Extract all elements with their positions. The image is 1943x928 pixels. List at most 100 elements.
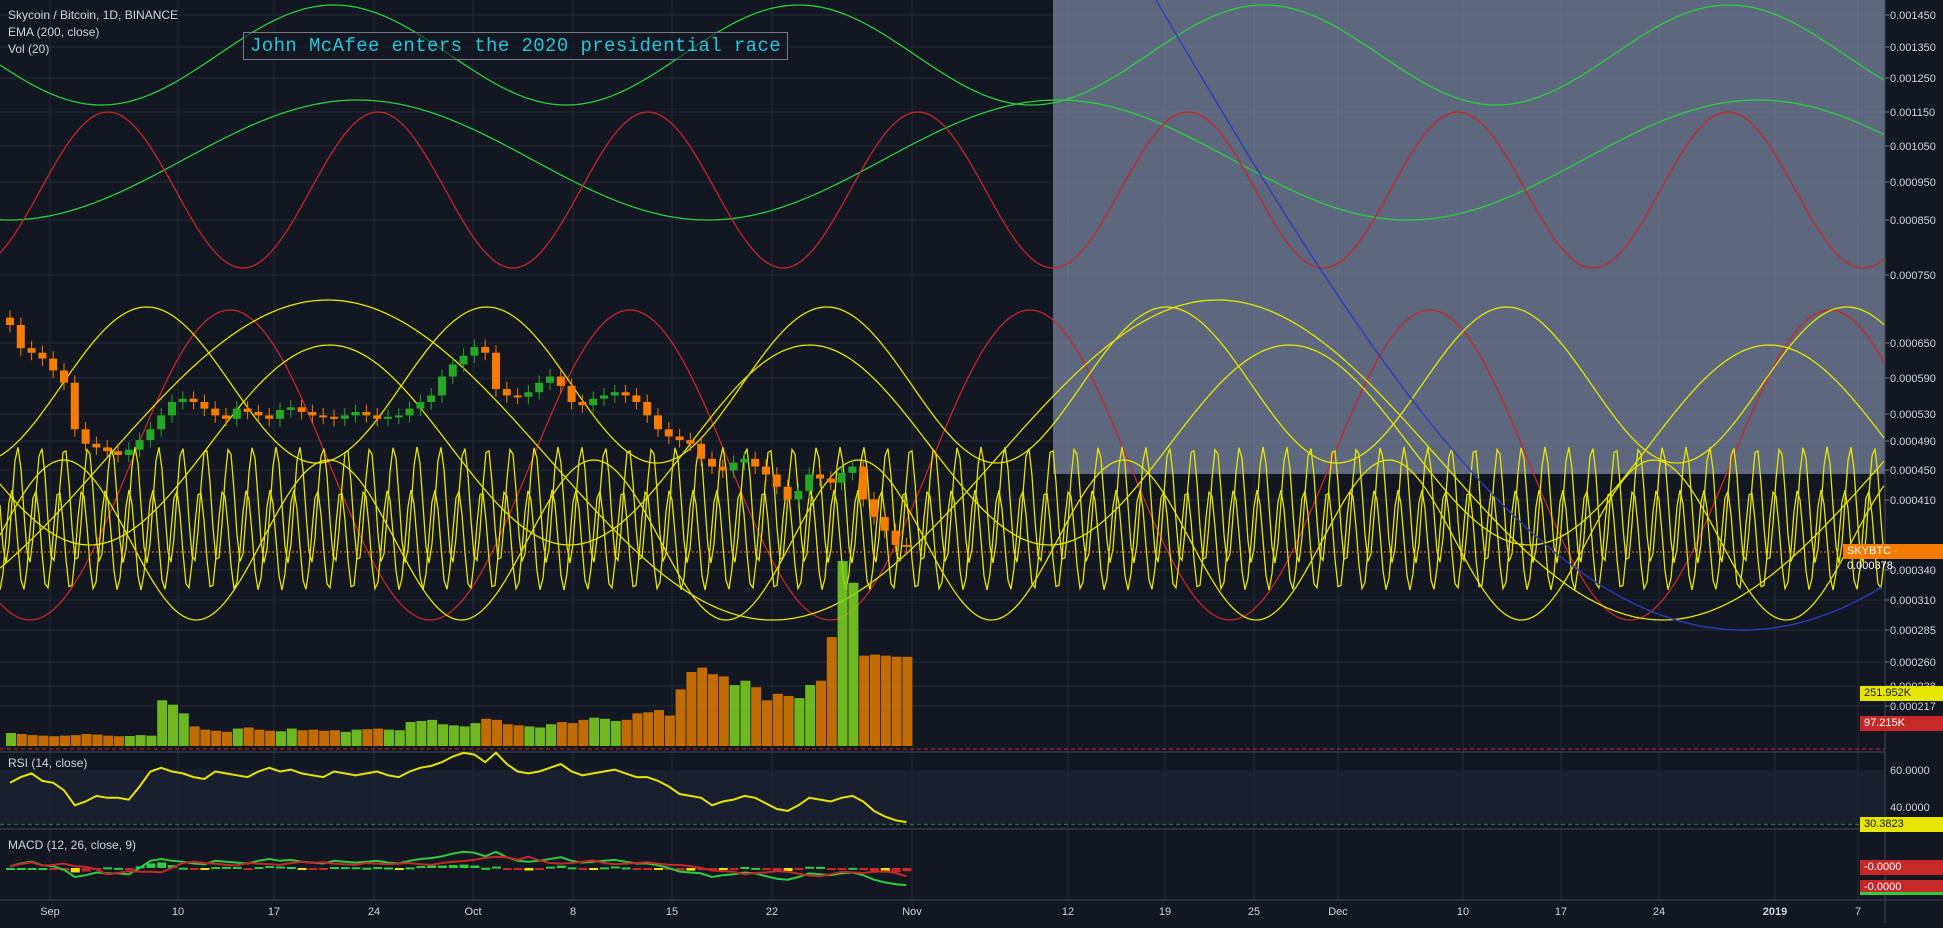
macd-histogram-bar [870, 868, 879, 871]
macd-histogram-bar [546, 866, 555, 869]
volume-bar [794, 698, 805, 746]
sine-yellow-b [0, 299, 1885, 621]
candle-body [92, 443, 101, 448]
macd-histogram-bar [114, 867, 123, 870]
candle-body [762, 466, 770, 475]
volume-bar [243, 727, 254, 746]
rsi-label[interactable]: RSI (14, close) [8, 756, 88, 770]
volume-bar [459, 726, 470, 746]
macd-histogram-bar [362, 867, 372, 870]
volume-bars [6, 561, 913, 746]
candle-body [664, 429, 673, 437]
macd-histogram-bar [772, 868, 782, 871]
macd-histogram-bar [70, 868, 80, 873]
macd-histogram-bar [427, 865, 437, 868]
volume-bar [211, 730, 222, 746]
volume-bar [654, 710, 664, 746]
sine-green-lower [0, 99, 1885, 221]
macd-histogram-bar [740, 867, 750, 869]
candle-body [243, 408, 252, 412]
candle-body [200, 401, 209, 409]
macd-histogram-bar [513, 868, 523, 870]
macd-histogram-bar [556, 865, 566, 868]
volume-bar [805, 685, 816, 746]
ema-legend[interactable]: EMA (200, close) [8, 25, 100, 39]
macd-histogram-bar [38, 868, 48, 870]
volume-bar [6, 732, 16, 746]
volume-bar [222, 731, 232, 746]
symbol-legend[interactable]: Skycoin / Bitcoin, 1D, BINANCE [8, 8, 179, 22]
macd-histogram-bar [178, 867, 188, 870]
volume-bar [373, 728, 384, 746]
candle-body [708, 458, 716, 467]
text-annotation[interactable]: John McAfee enters the 2020 presidential… [243, 32, 789, 60]
macd-histogram-bar [16, 868, 26, 870]
rsi-line [9, 751, 907, 824]
sine-yellow-fast [0, 446, 1885, 564]
volume-bar [394, 730, 405, 746]
macd-histogram-bar [6, 868, 15, 870]
candle-body [38, 352, 47, 359]
volume-bar [675, 689, 686, 746]
volume-bar [772, 693, 783, 746]
macd-histogram-bar [470, 865, 480, 868]
candle-body [740, 458, 749, 463]
highlight-rectangle[interactable] [1053, 0, 1885, 474]
macd-histogram-bar [632, 868, 642, 870]
volume-bar [729, 685, 740, 746]
sine-wave-overlay [0, 0, 1885, 631]
macd-histogram-bar [124, 868, 134, 870]
macd-histogram-bar [319, 868, 329, 870]
volume-bar [157, 700, 168, 746]
sine-red-upper [0, 111, 1885, 269]
volume-bar [362, 729, 373, 746]
candle-body [502, 389, 511, 396]
volume-bar [297, 730, 308, 746]
macd-histogram-bar [686, 868, 696, 871]
candle-body [697, 443, 706, 459]
macd-histogram-bar [146, 863, 156, 868]
macd-histogram-bar [297, 868, 307, 870]
candle-body [535, 382, 544, 393]
volume-down-tag: 97.215K [1860, 716, 1943, 731]
time-axis-label: 10 [172, 906, 184, 918]
volume-legend[interactable]: Vol (20) [8, 42, 50, 56]
volume-bar [286, 728, 297, 746]
volume-bar [416, 720, 427, 746]
volume-bar [697, 667, 708, 746]
macd-label[interactable]: MACD (12, 26, close, 9) [8, 838, 137, 852]
candle-body [578, 401, 587, 406]
price-axis-label: 0.000950 [1890, 177, 1936, 189]
volume-bar [643, 712, 654, 746]
volume-bar [124, 735, 135, 746]
macd-histogram-bar [578, 868, 588, 870]
time-axis-label: 25 [1248, 906, 1260, 918]
candle-body [891, 530, 900, 545]
candle-body [70, 382, 79, 430]
macd-histogram-bar [103, 867, 113, 870]
macd-histogram-bar [200, 868, 210, 870]
candle-body [902, 544, 911, 547]
sine-yellow-fast-2 [0, 488, 1885, 591]
candle-body [513, 395, 522, 398]
volume-bar [826, 637, 837, 746]
macd-histogram-bar [492, 866, 501, 869]
price-axis-label: 0.000260 [1890, 657, 1936, 669]
macd-histogram-bar [405, 867, 415, 870]
volume-bar [103, 735, 114, 746]
candle-body [556, 376, 565, 386]
volume-bar [718, 676, 729, 746]
price-axis-label: 0.000650 [1890, 338, 1936, 350]
volume-bar [816, 680, 826, 746]
volume-bar [438, 724, 448, 746]
candle-body [438, 376, 446, 396]
volume-bar [686, 672, 697, 746]
candle-body [589, 398, 598, 406]
volume-bar [610, 720, 621, 746]
time-axis-label: 2019 [1763, 906, 1787, 918]
time-axis[interactable]: Sep 10 17 24 Oct 8 15 22 Nov 12 19 25 Dec 10 17 24 2019 7 [40, 906, 1861, 918]
rsi-axis-label: 60.0000 [1890, 765, 1930, 777]
volume-bar [891, 656, 902, 746]
